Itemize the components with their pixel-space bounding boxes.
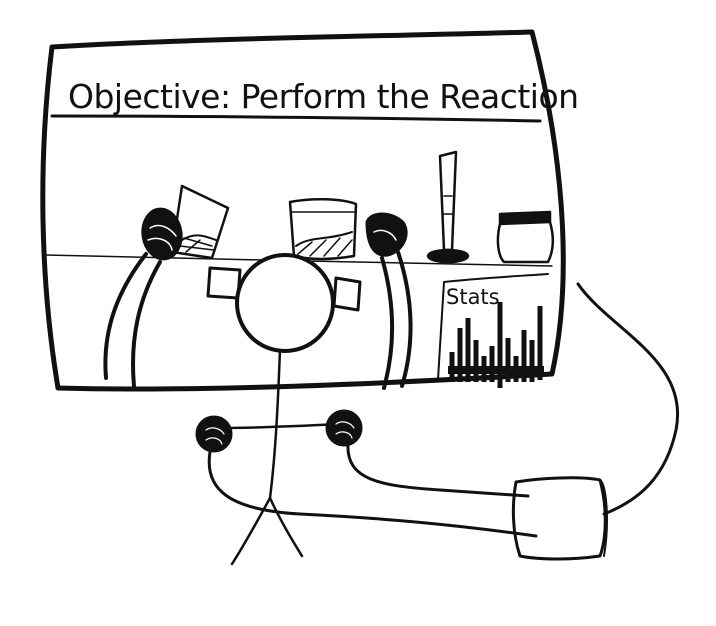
cables [207,282,680,538]
right-controller-icon [325,409,363,447]
header-divider [50,114,542,123]
stats-label: Stats [446,285,500,309]
graduated-cylinder-icon [426,150,470,264]
display-cable [576,282,680,516]
left-controller-icon [195,415,233,453]
left-hand-icon [103,207,183,388]
stick-figure [206,253,362,566]
jar-icon [496,210,554,264]
figure-arms [218,422,342,430]
center-beaker-icon [288,197,358,261]
figure-right-leg [268,496,304,558]
figure-body [268,348,282,500]
hub-box-icon [511,476,608,561]
left-controller-cable [207,450,538,538]
right-controller-cable [346,442,530,498]
figure-left-leg [230,496,272,566]
on-screen-hands [103,207,413,390]
right-hand-icon [365,212,413,390]
stats-panel-border [437,273,549,381]
stats-panel [437,273,549,381]
objective-header: Objective: Perform the Reaction [68,77,579,116]
figure-head [235,253,335,353]
hand-controllers [195,409,363,453]
lab-equipment [170,150,554,264]
stats-bar-graph-icon [448,302,544,388]
display-frame [40,29,566,392]
